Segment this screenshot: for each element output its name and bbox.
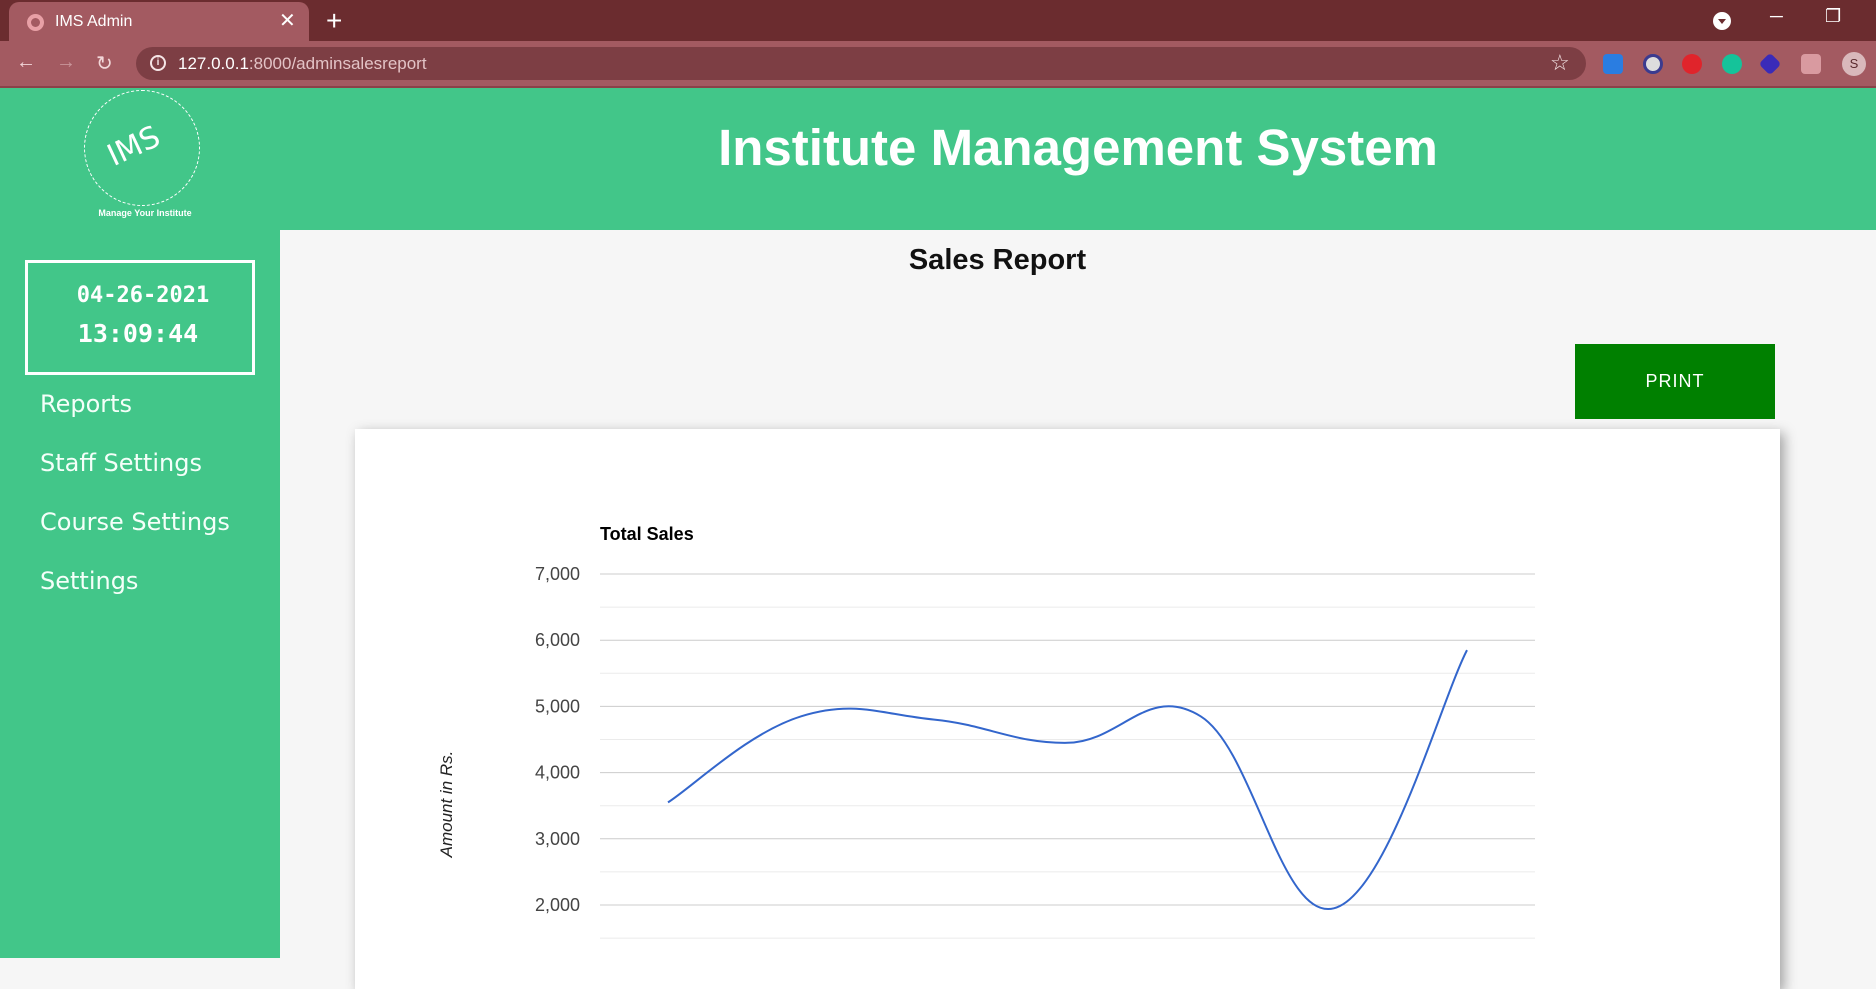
logo[interactable]: IMS <box>84 90 200 206</box>
url-text[interactable]: 127.0.0.1:8000/adminsalesreport <box>178 54 427 73</box>
logo-text: IMS <box>102 119 166 174</box>
reload-icon[interactable]: ↻ <box>96 53 113 75</box>
y-tick-label: 5,000 <box>535 696 580 716</box>
site-header: IMS Manage Your Institute Institute Mana… <box>0 88 1876 230</box>
y-tick-label: 2,000 <box>535 895 580 915</box>
chart-title: Total Sales <box>600 524 694 544</box>
close-icon[interactable]: ✕ <box>279 10 296 32</box>
y-tick-label: 3,000 <box>535 829 580 849</box>
sidebar-item-reports[interactable]: Reports <box>40 390 133 418</box>
puzzle-icon[interactable] <box>1801 54 1821 74</box>
sidebar-item-staff-settings[interactable]: Staff Settings <box>40 449 202 477</box>
clock-widget: 04-26-2021 13:09:44 <box>25 260 255 375</box>
layers-extension-icon[interactable] <box>1758 52 1782 76</box>
sidebar: 04-26-2021 13:09:44 Reports Staff Settin… <box>0 230 280 958</box>
new-tab-icon[interactable]: + <box>326 5 343 36</box>
main-content: Sales Report PRINT 2,000 3,000 4,000 5,000 6… <box>280 230 1876 989</box>
sidebar-item-course-settings[interactable]: Course Settings <box>40 508 230 536</box>
restore-icon[interactable]: ❐ <box>1825 6 1842 26</box>
series-line <box>667 649 1468 910</box>
forward-icon[interactable]: → <box>56 51 76 73</box>
stop-extension-icon[interactable] <box>1682 54 1702 74</box>
tab-search-icon[interactable] <box>1713 12 1731 30</box>
chart-card: 2,000 3,000 4,000 5,000 6,000 7,000 Total Sale… <box>355 429 1780 989</box>
back-icon[interactable]: ← <box>16 51 36 73</box>
info-icon[interactable]: i <box>150 55 166 71</box>
browser-toolbar: ← → ↻ i 127.0.0.1:8000/adminsalesreport … <box>0 41 1876 88</box>
grammarly-icon[interactable] <box>1722 54 1742 74</box>
bookmark-star-icon[interactable]: ☆ <box>1550 50 1570 75</box>
block-extension-icon[interactable] <box>1643 54 1663 74</box>
clock-time: 13:09:44 <box>77 319 199 348</box>
browser-tab-bar: IMS Admin ✕ + ─ ❐ <box>0 0 1876 41</box>
tab-title: IMS Admin <box>55 13 133 30</box>
y-axis-label: Amount in Rs. <box>437 751 456 859</box>
y-tick-label: 4,000 <box>535 763 580 783</box>
page: IMS Manage Your Institute Institute Mana… <box>0 88 1876 989</box>
sidebar-item-settings[interactable]: Settings <box>40 567 139 595</box>
page-title: Institute Management System <box>718 119 1438 176</box>
y-tick-label: 6,000 <box>535 630 580 650</box>
sales-line-chart: 2,000 3,000 4,000 5,000 6,000 7,000 Total Sale… <box>437 524 1535 939</box>
browser-tab[interactable]: IMS Admin ✕ <box>9 2 309 41</box>
print-button[interactable]: PRINT <box>1575 344 1775 419</box>
address-bar[interactable]: i 127.0.0.1:8000/adminsalesreport ☆ <box>136 47 1586 80</box>
minimize-icon[interactable]: ─ <box>1770 6 1783 26</box>
extension-icon[interactable] <box>1603 54 1623 74</box>
clock-date: 04-26-2021 <box>76 283 210 308</box>
report-title: Sales Report <box>908 244 1087 276</box>
logo-tagline: Manage Your Institute <box>98 208 192 218</box>
y-tick-label: 7,000 <box>535 564 580 584</box>
avatar[interactable]: S <box>1842 52 1866 76</box>
globe-icon <box>27 14 44 31</box>
